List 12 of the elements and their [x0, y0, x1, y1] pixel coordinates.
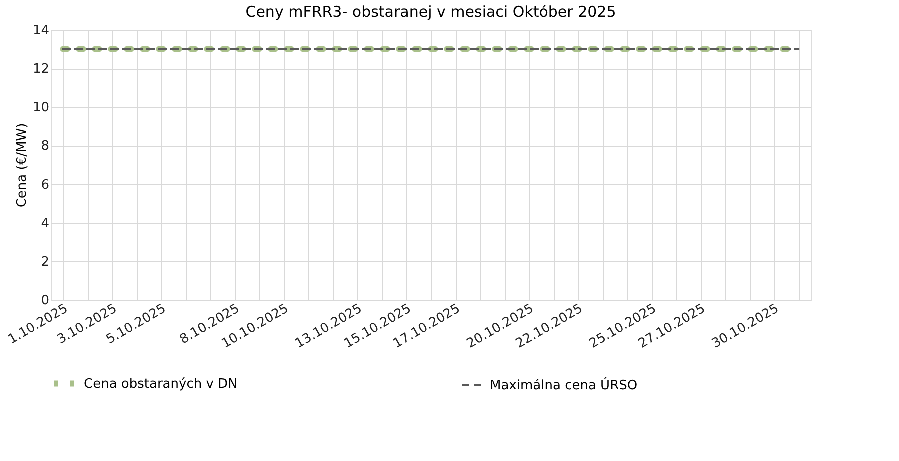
y-tick-label: 12 [32, 62, 50, 78]
legend-label: Cena obstaraných v DN [84, 376, 238, 392]
y-tick-label: 8 [41, 139, 50, 154]
chart-title: Ceny mFRR3- obstaranej v mesiaci Október 2025 [246, 3, 616, 21]
y-tick-label: 0 [41, 294, 50, 308]
legend-label: Maximálna cena ÚRSO [490, 376, 638, 394]
y-tick-label: 14 [32, 24, 50, 38]
y-axis-title: Cena (€/MW) [14, 123, 30, 208]
y-tick-label: 4 [41, 216, 50, 232]
y-tick-label: 2 [41, 254, 50, 270]
y-tick-label: 6 [41, 178, 50, 193]
y-tick-label: 10 [32, 100, 50, 116]
